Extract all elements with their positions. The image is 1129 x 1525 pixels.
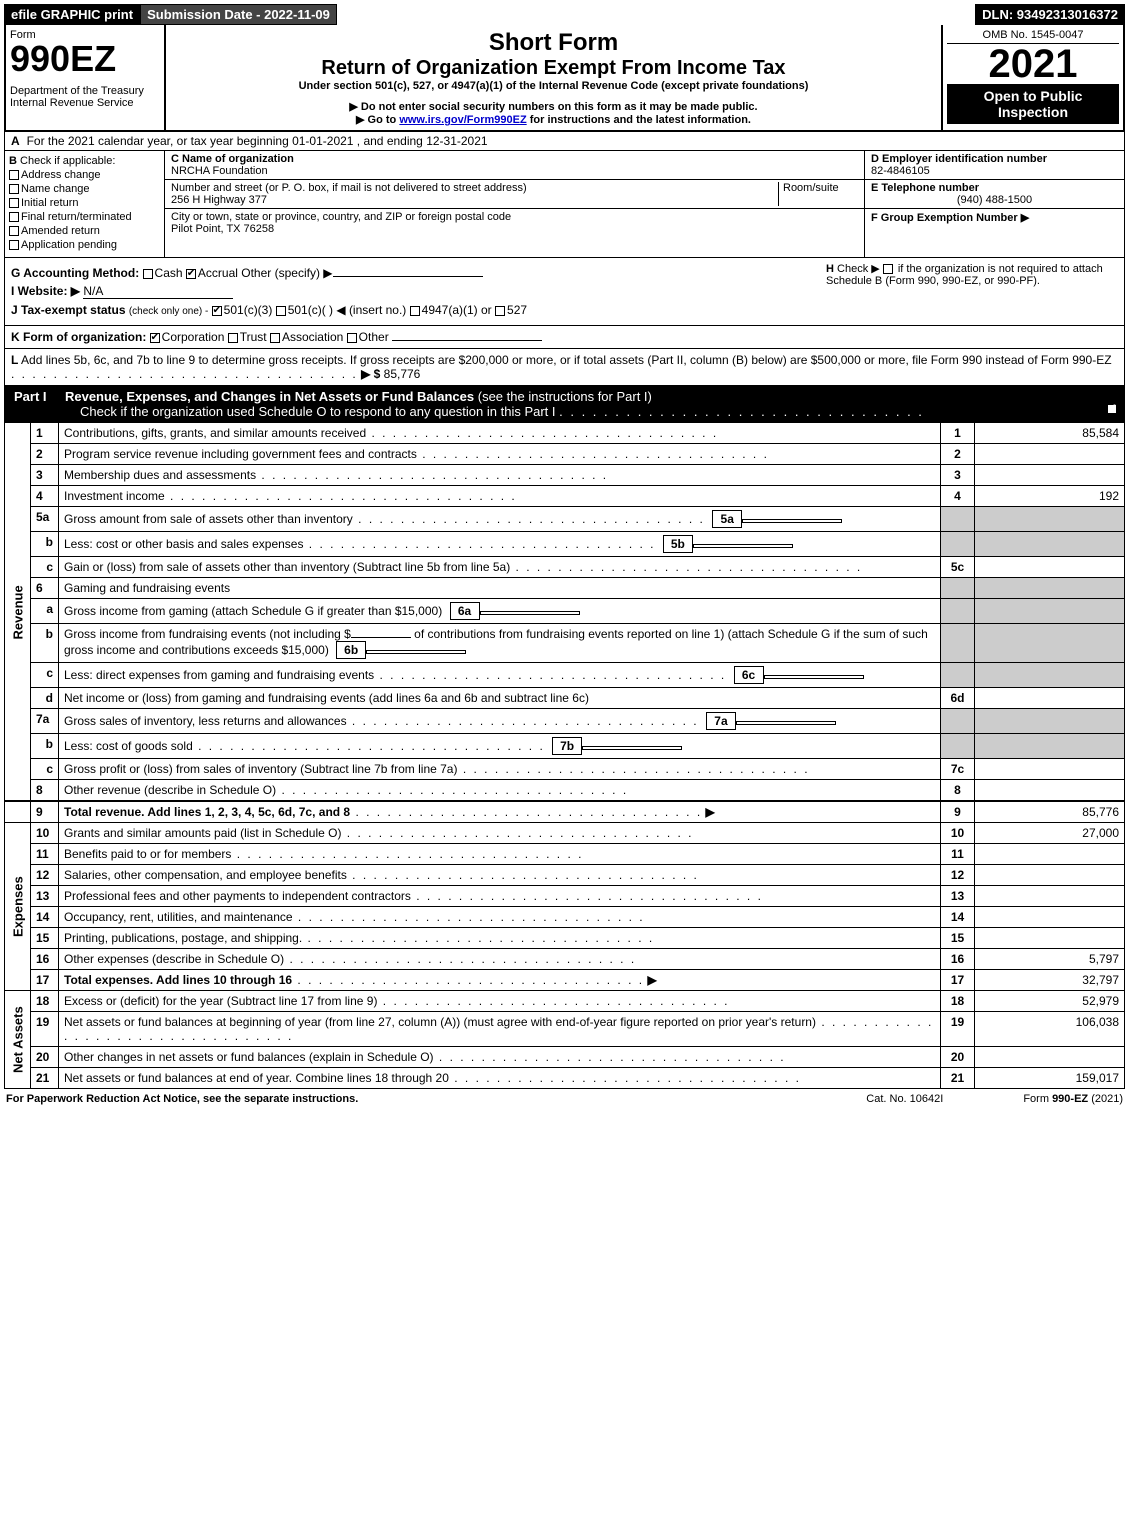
line-15-amount <box>975 928 1125 949</box>
check-schedule-o[interactable] <box>1107 404 1117 414</box>
line-18-amount: 52,979 <box>975 991 1125 1012</box>
line-21-amount: 159,017 <box>975 1068 1125 1089</box>
cat-no: Cat. No. 10642I <box>866 1093 943 1105</box>
line-7b-box <box>582 746 682 750</box>
ein: 82-4846105 <box>871 165 930 177</box>
line-12-amount <box>975 865 1125 886</box>
line-7a-box <box>736 721 836 725</box>
page-footer: For Paperwork Reduction Act Notice, see … <box>4 1089 1125 1109</box>
line-13-amount <box>975 886 1125 907</box>
line-6c-box <box>764 675 864 679</box>
line-7c-amount <box>975 759 1125 780</box>
section-GHIJKL: G Accounting Method: Cash Accrual Other … <box>4 258 1125 326</box>
check-501c3[interactable] <box>212 306 222 316</box>
section-BCDEF: B Check if applicable: Address change Na… <box>4 151 1125 258</box>
line-20-amount <box>975 1047 1125 1068</box>
line-5c-amount <box>975 557 1125 578</box>
form-number: 990EZ <box>10 41 160 77</box>
line-11-amount <box>975 844 1125 865</box>
line-6a-box <box>480 611 580 615</box>
check-4947[interactable] <box>410 306 420 316</box>
subtitle: Under section 501(c), 527, or 4947(a)(1)… <box>170 80 937 92</box>
instr-ssn: ▶ Do not enter social security numbers o… <box>170 100 937 113</box>
expenses-label: Expenses <box>5 823 31 991</box>
line-6d-amount <box>975 688 1125 709</box>
line-2-amount <box>975 444 1125 465</box>
check-other-org[interactable] <box>347 333 357 343</box>
org-city: Pilot Point, TX 76258 <box>171 223 274 235</box>
check-schedule-b[interactable] <box>883 264 893 274</box>
check-name-change[interactable] <box>9 184 19 194</box>
check-address-change[interactable] <box>9 170 19 180</box>
section-B: B Check if applicable: Address change Na… <box>5 151 165 257</box>
line-10-amount: 27,000 <box>975 823 1125 844</box>
section-A: A For the 2021 calendar year, or tax yea… <box>4 132 1125 151</box>
dln: DLN: 93492313016372 <box>975 4 1125 25</box>
form-id-footer: 990-EZ <box>1052 1093 1088 1105</box>
gross-receipts: 85,776 <box>384 367 421 381</box>
check-initial-return[interactable] <box>9 198 19 208</box>
line-6b-box <box>366 650 466 654</box>
line-H: H Check ▶ if the organization is not req… <box>818 262 1118 321</box>
line-J: J Tax-exempt status (check only one) - 5… <box>11 303 818 317</box>
dept-treasury: Department of the Treasury <box>10 85 160 97</box>
line-5b-box <box>693 544 793 548</box>
check-application-pending[interactable] <box>9 240 19 250</box>
check-amended-return[interactable] <box>9 226 19 236</box>
section-DEF: D Employer identification number 82-4846… <box>864 151 1124 257</box>
section-C: C Name of organization NRCHA Foundation … <box>165 151 864 257</box>
line-G: G Accounting Method: Cash Accrual Other … <box>11 266 818 280</box>
website: N/A <box>83 284 233 299</box>
paperwork-notice: For Paperwork Reduction Act Notice, see … <box>6 1093 866 1105</box>
instr-goto: ▶ Go to www.irs.gov/Form990EZ for instru… <box>170 113 937 126</box>
line-8-amount <box>975 780 1125 802</box>
org-name: NRCHA Foundation <box>171 165 268 177</box>
line-14-amount <box>975 907 1125 928</box>
check-cash[interactable] <box>143 269 153 279</box>
tax-year: 2021 <box>947 44 1119 84</box>
check-527[interactable] <box>495 306 505 316</box>
top-bar: efile GRAPHIC print Submission Date - 20… <box>4 4 1125 25</box>
line-16-amount: 5,797 <box>975 949 1125 970</box>
line-19-amount: 106,038 <box>975 1012 1125 1047</box>
part1-table: Revenue 1 Contributions, gifts, grants, … <box>4 422 1125 1089</box>
net-assets-label: Net Assets <box>5 991 31 1089</box>
org-address: 256 H Highway 377 <box>171 194 267 206</box>
revenue-label: Revenue <box>5 423 31 802</box>
check-association[interactable] <box>270 333 280 343</box>
efile-print[interactable]: efile GRAPHIC print <box>4 4 140 25</box>
form-header: Form 990EZ Department of the Treasury In… <box>4 25 1125 132</box>
section-L: L Add lines 5b, 6c, and 7b to line 9 to … <box>4 349 1125 386</box>
check-accrual[interactable] <box>186 269 196 279</box>
irs: Internal Revenue Service <box>10 97 160 109</box>
part1-header: Part I Revenue, Expenses, and Changes in… <box>4 386 1125 422</box>
check-trust[interactable] <box>228 333 238 343</box>
open-public: Open to Public Inspection <box>947 84 1119 124</box>
irs-link[interactable]: www.irs.gov/Form990EZ <box>399 114 526 126</box>
check-corporation[interactable] <box>150 333 160 343</box>
line-3-amount <box>975 465 1125 486</box>
short-form-title: Short Form <box>170 29 937 57</box>
check-final-return[interactable] <box>9 212 19 222</box>
submission-date: Submission Date - 2022-11-09 <box>140 4 337 25</box>
line-4-amount: 192 <box>975 486 1125 507</box>
check-501c[interactable] <box>276 306 286 316</box>
line-I: I Website: ▶ N/A <box>11 284 818 299</box>
telephone: (940) 488-1500 <box>871 194 1118 206</box>
line-1-amount: 85,584 <box>975 423 1125 444</box>
line-9-amount: 85,776 <box>975 801 1125 823</box>
line-5a-box <box>742 519 842 523</box>
line-17-amount: 32,797 <box>975 970 1125 991</box>
section-K: K Form of organization: Corporation Trus… <box>4 326 1125 349</box>
return-title: Return of Organization Exempt From Incom… <box>170 57 937 80</box>
